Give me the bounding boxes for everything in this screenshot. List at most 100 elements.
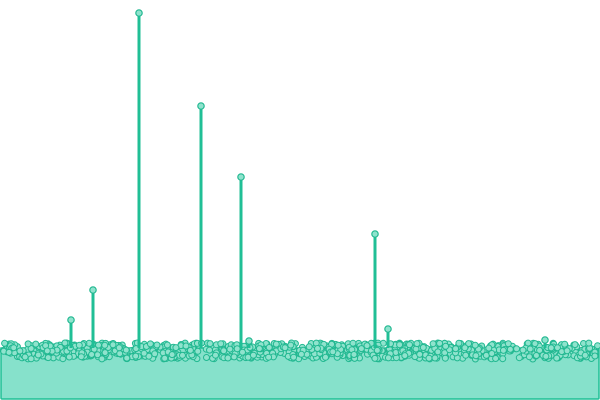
baseline-point [115, 344, 123, 352]
baseline-point [297, 350, 305, 358]
baseline-point [525, 353, 533, 361]
baseline-point [132, 352, 140, 360]
baseline-point [212, 351, 219, 359]
baseline-point [168, 351, 176, 359]
baseline-point [226, 345, 234, 353]
baseline-point [371, 354, 379, 362]
baseline-point [220, 347, 228, 355]
baseline-point [65, 353, 73, 361]
baseline-point [581, 351, 589, 359]
baseline-point [425, 354, 433, 362]
baseline-point [186, 346, 194, 354]
baseline-point [239, 348, 246, 356]
baseline-point [492, 355, 500, 362]
baseline-point [413, 340, 421, 348]
baseline-point [43, 347, 51, 355]
baseline-point [24, 340, 32, 348]
baseline-point [515, 354, 523, 362]
baseline-point [163, 341, 171, 349]
baseline-point [265, 344, 273, 351]
baseline-point [547, 344, 555, 352]
baseline-point [553, 354, 561, 362]
baseline-point-cloud [0, 339, 600, 363]
baseline-point [151, 350, 159, 358]
baseline-point [452, 345, 460, 353]
baseline-point [10, 344, 18, 352]
baseline-point [485, 344, 493, 352]
baseline-point [462, 351, 470, 359]
baseline-point [172, 344, 180, 352]
baseline-point [32, 340, 40, 348]
baseline-point [206, 340, 214, 348]
baseline-point [116, 350, 124, 358]
baseline-point [504, 340, 512, 348]
spike-marker [245, 337, 253, 345]
baseline-point [5, 348, 13, 356]
baseline-point [109, 341, 117, 349]
baseline-point [255, 345, 263, 353]
baseline-point [396, 341, 404, 349]
baseline-point [88, 351, 96, 358]
baseline-point [122, 346, 130, 354]
spike-marker [67, 316, 75, 324]
baseline-point [536, 346, 544, 354]
baseline-point [182, 342, 190, 350]
baseline-point [272, 340, 280, 348]
baseline-point [287, 341, 295, 349]
baseline-point [436, 339, 444, 347]
baseline-point [123, 354, 131, 362]
baseline-point [357, 345, 365, 353]
baseline-point [591, 352, 599, 360]
baseline-point [203, 354, 210, 361]
baseline-point [434, 348, 442, 356]
baseline-point [373, 346, 381, 354]
spike-marker [89, 286, 97, 294]
baseline-point [442, 342, 450, 350]
baseline-point [153, 341, 161, 349]
baseline-point [224, 354, 232, 362]
spike-marker [237, 173, 245, 181]
baseline-point [75, 341, 83, 349]
baseline-point [455, 339, 463, 347]
baseline-point [101, 341, 109, 349]
baseline-point [217, 340, 225, 348]
baseline-point [61, 339, 69, 347]
baseline-point [519, 346, 527, 354]
baseline-point [499, 355, 507, 363]
baseline-point [322, 353, 329, 361]
baseline-point [563, 347, 571, 355]
baseline-point [526, 345, 534, 353]
baseline-point [488, 350, 496, 357]
baseline-point [334, 341, 342, 349]
baseline-point [34, 351, 42, 359]
baseline-point [350, 351, 358, 358]
baseline-point [290, 353, 298, 361]
baseline-point [506, 345, 514, 353]
baseline-point [146, 340, 154, 348]
baseline-point [265, 353, 273, 361]
baseline-point [416, 350, 424, 358]
baseline-point [532, 352, 540, 359]
baseline-point [472, 352, 480, 360]
baseline-point [206, 346, 213, 354]
baseline-point [419, 344, 427, 351]
baseline-point [101, 349, 109, 357]
baseline-point [281, 344, 289, 352]
baseline-point [349, 339, 357, 347]
baseline-point [230, 353, 238, 361]
baseline-point [363, 342, 371, 350]
baseline-point [98, 355, 106, 363]
spike-marker [541, 336, 549, 344]
baseline-point [21, 353, 29, 361]
spike-marker [135, 9, 143, 17]
baseline-point [194, 347, 202, 355]
baseline-point [594, 342, 600, 350]
baseline-point [16, 347, 24, 355]
baseline-point [1, 339, 9, 347]
baseline-point [531, 340, 539, 348]
spike-marker [384, 325, 392, 333]
baseline-point [27, 355, 35, 363]
baseline-point [401, 352, 409, 360]
baseline-point [179, 351, 186, 359]
